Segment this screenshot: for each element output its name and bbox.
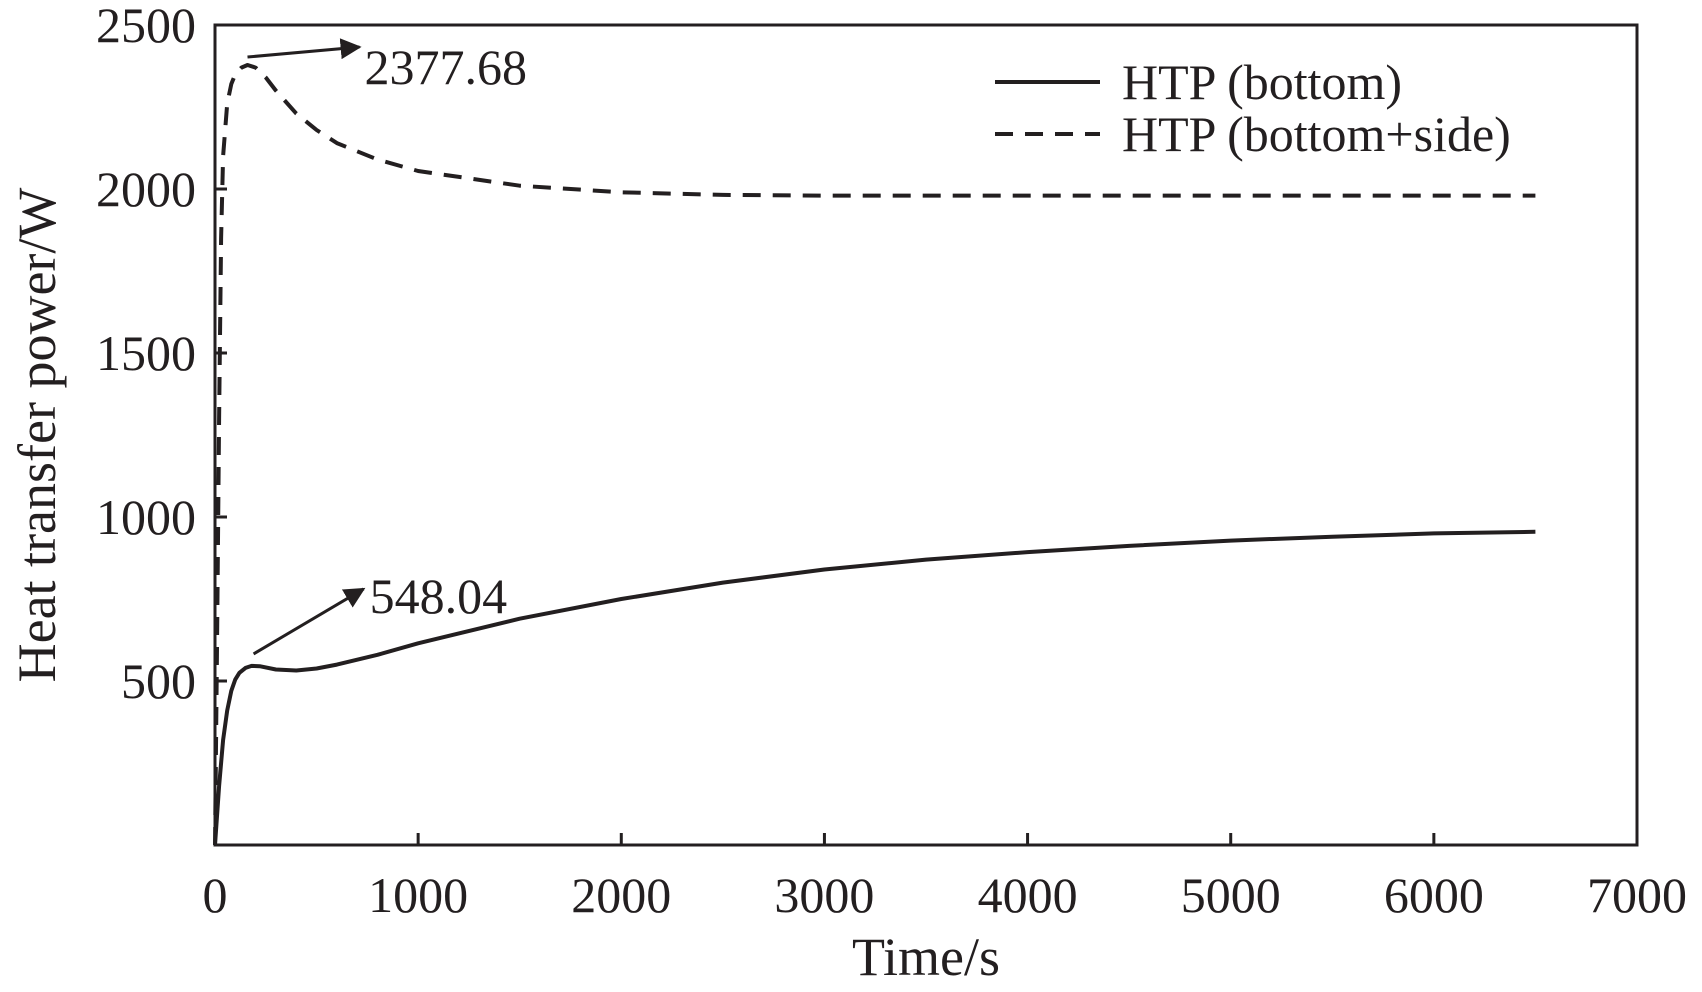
y-tick-label: 500 — [121, 653, 196, 709]
series-line-bottom-side — [213, 63, 1536, 846]
annotation-label: 2377.68 — [365, 39, 528, 95]
annotations: 2377.68 548.04 — [247, 38, 528, 656]
x-tick-label: 2000 — [571, 867, 671, 923]
x-tick-label: 6000 — [1384, 867, 1484, 923]
x-tick-label: 5000 — [1181, 867, 1281, 923]
x-axis-title: Time/s — [852, 927, 1000, 987]
annotation-arrow — [252, 587, 366, 656]
y-tick-label: 2000 — [96, 161, 196, 217]
x-tick-label: 3000 — [774, 867, 874, 923]
x-tick-label: 0 — [203, 867, 228, 923]
x-tick-label: 7000 — [1587, 867, 1687, 923]
annotation-arrow — [247, 38, 362, 60]
y-tick-label: 1500 — [96, 325, 196, 381]
legend-label-bottom: HTP (bottom) — [1122, 54, 1402, 110]
y-axis-title: Heat transfer power/W — [7, 188, 67, 683]
y-tick-label: 1000 — [96, 489, 196, 545]
series-line-bottom — [213, 529, 1536, 846]
y-axis-ticks: 500 1000 1500 2000 2500 — [96, 0, 227, 709]
legend: HTP (bottom) HTP (bottom+side) — [995, 54, 1511, 162]
annotation-label: 548.04 — [370, 568, 508, 624]
y-tick-label: 2500 — [96, 0, 196, 53]
x-axis-ticks: 0 1000 2000 3000 4000 5000 6000 7000 — [203, 833, 1687, 923]
plot-frame — [213, 23, 1639, 847]
legend-label-bottom-side: HTP (bottom+side) — [1122, 106, 1511, 162]
series-layer — [213, 63, 1536, 846]
x-tick-label: 4000 — [978, 867, 1078, 923]
x-tick-label: 1000 — [368, 867, 468, 923]
